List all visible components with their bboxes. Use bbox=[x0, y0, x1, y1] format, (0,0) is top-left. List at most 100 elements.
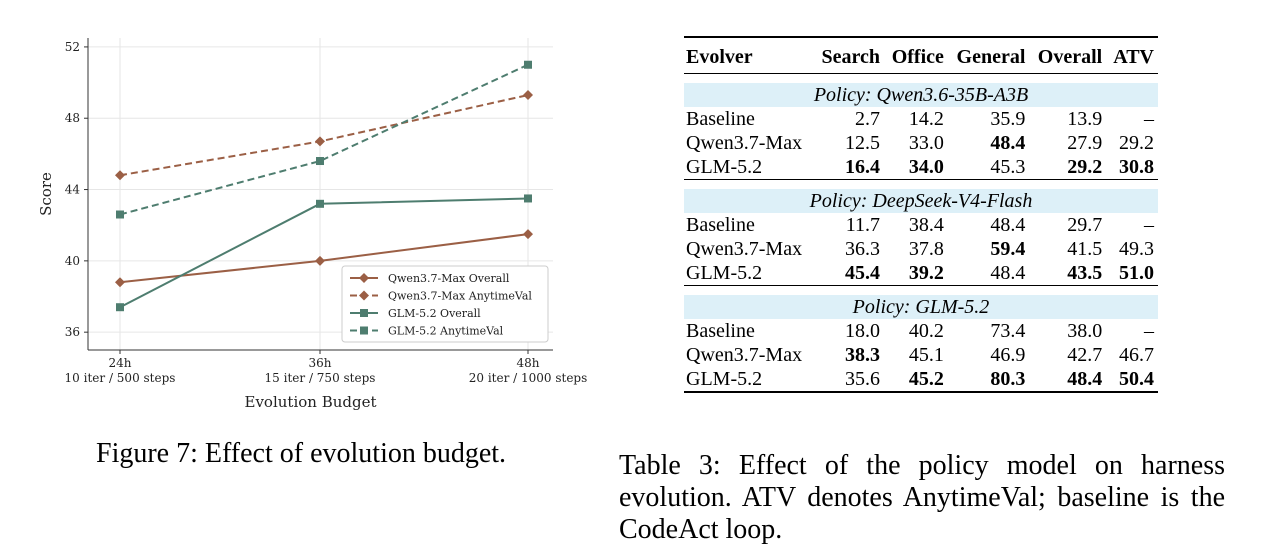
table-gap bbox=[684, 74, 1158, 84]
x-tick-sublabel: 20 iter / 1000 steps bbox=[469, 371, 588, 385]
legend-marker bbox=[360, 309, 368, 317]
table-cell: 43.5 bbox=[1067, 262, 1103, 284]
table-cell: 48.4 bbox=[990, 262, 1026, 284]
policy-group-row: Policy: GLM-5.2 bbox=[684, 295, 1158, 319]
policy-label: Policy: Qwen3.6-35B-A3B bbox=[684, 83, 1158, 107]
y-tick-label: 52 bbox=[65, 40, 80, 54]
table-cell: 45.1 bbox=[908, 344, 944, 366]
data-point bbox=[115, 277, 125, 288]
legend-entry: Qwen3.7-Max Overall bbox=[388, 272, 510, 285]
table-cell: 40.2 bbox=[908, 320, 944, 342]
header-office: Office bbox=[891, 46, 944, 68]
table-cell: 50.4 bbox=[1119, 368, 1154, 390]
x-tick-label: 24h bbox=[109, 356, 132, 370]
table-cell: 42.7 bbox=[1067, 344, 1103, 366]
table-cell: 29.2 bbox=[1119, 132, 1154, 154]
series-line bbox=[119, 63, 529, 216]
table-cell: 13.9 bbox=[1067, 108, 1103, 130]
row-evolver: GLM-5.2 bbox=[686, 262, 763, 284]
row-evolver: GLM-5.2 bbox=[686, 156, 763, 178]
data-point bbox=[316, 157, 324, 166]
table-row: GLM-5.2 16.4 34.0 45.3 29.2 30.8 bbox=[684, 155, 1158, 180]
x-tick-label: 48h bbox=[517, 356, 540, 370]
data-point bbox=[523, 90, 533, 101]
table-cell: 48.4 bbox=[990, 214, 1026, 236]
legend-entry: GLM-5.2 AnytimeVal bbox=[388, 325, 504, 338]
table-row: GLM-5.2 45.4 39.2 48.4 43.5 51.0 bbox=[684, 261, 1158, 286]
policy-group-row: Policy: DeepSeek-V4-Flash bbox=[684, 189, 1158, 213]
table-cell: 51.0 bbox=[1119, 262, 1154, 284]
table-cell: 38.4 bbox=[908, 214, 944, 236]
x-tick-sublabel: 15 iter / 750 steps bbox=[265, 371, 376, 385]
row-evolver: Qwen3.7-Max bbox=[686, 344, 803, 366]
row-evolver: Qwen3.7-Max bbox=[686, 132, 803, 154]
table-cell: 41.5 bbox=[1067, 238, 1103, 260]
row-evolver: Baseline bbox=[686, 108, 755, 130]
table-cell: 18.0 bbox=[845, 320, 881, 342]
table-cell: 38.3 bbox=[845, 344, 881, 366]
table-cell: 48.4 bbox=[1067, 368, 1103, 390]
table-row: Qwen3.7-Max 38.3 45.1 46.9 42.7 46.7 bbox=[684, 343, 1158, 367]
data-point bbox=[524, 194, 532, 203]
legend-marker bbox=[360, 326, 368, 335]
table-cell: 46.7 bbox=[1119, 344, 1154, 366]
header-general: General bbox=[956, 46, 1026, 68]
x-tick-sublabel: 10 iter / 500 steps bbox=[65, 371, 176, 385]
table-cell: 30.8 bbox=[1119, 156, 1154, 178]
data-point bbox=[315, 136, 325, 147]
table-cell: – bbox=[1144, 108, 1154, 130]
y-tick-label: 44 bbox=[65, 183, 81, 197]
data-point bbox=[115, 170, 125, 181]
figure-caption: Figure 7: Effect of evolution budget. bbox=[96, 438, 507, 469]
table-3: Evolver Search Office General Overall AT… bbox=[684, 36, 1158, 393]
row-evolver: GLM-5.2 bbox=[686, 368, 763, 390]
table-cell: 29.2 bbox=[1067, 156, 1103, 178]
row-evolver: Baseline bbox=[686, 320, 755, 342]
table-gap bbox=[684, 286, 1158, 296]
table-cell: 35.6 bbox=[845, 368, 881, 390]
x-axis-label: Evolution Budget bbox=[245, 393, 377, 411]
table-gap bbox=[684, 180, 1158, 190]
table-cell: 46.9 bbox=[990, 344, 1026, 366]
table-cell: – bbox=[1144, 214, 1154, 236]
results-table: Evolver Search Office General Overall AT… bbox=[684, 36, 1158, 393]
table-cell: 48.4 bbox=[990, 132, 1026, 154]
table-row: Baseline 18.0 40.2 73.4 38.0 – bbox=[684, 319, 1158, 343]
legend-box bbox=[341, 265, 549, 343]
y-tick-label: 48 bbox=[65, 111, 80, 125]
table-cell: 11.7 bbox=[845, 214, 881, 236]
table-row: Qwen3.7-Max 36.3 37.8 59.4 41.5 49.3 bbox=[684, 237, 1158, 261]
table-cell: – bbox=[1144, 320, 1154, 342]
data-point bbox=[315, 255, 325, 266]
header-atv: ATV bbox=[1113, 46, 1154, 68]
data-point bbox=[523, 229, 533, 240]
header-evolver: Evolver bbox=[686, 46, 753, 68]
table-cell: 38.0 bbox=[1067, 320, 1103, 342]
table-cell: 16.4 bbox=[845, 156, 881, 178]
table-cell: 14.2 bbox=[908, 108, 944, 130]
table-cell: 12.5 bbox=[845, 132, 881, 154]
row-evolver: Qwen3.7-Max bbox=[686, 238, 803, 260]
table-cell: 29.7 bbox=[1067, 214, 1103, 236]
data-point bbox=[316, 199, 324, 208]
table-row: Qwen3.7-Max 12.5 33.0 48.4 27.9 29.2 bbox=[684, 131, 1158, 155]
table-cell: 35.9 bbox=[990, 108, 1026, 130]
legend-marker bbox=[359, 290, 369, 301]
table-row: GLM-5.2 35.6 45.2 80.3 48.4 50.4 bbox=[684, 367, 1158, 392]
table-cell: 2.7 bbox=[855, 108, 881, 130]
policy-group-row: Policy: Qwen3.6-35B-A3B bbox=[684, 83, 1158, 107]
table-cell: 49.3 bbox=[1119, 238, 1154, 260]
table-cell: 34.0 bbox=[908, 156, 944, 178]
data-point bbox=[116, 303, 124, 312]
y-axis-label: Score bbox=[37, 172, 55, 216]
table-cell: 27.9 bbox=[1067, 132, 1103, 154]
table-row: Baseline 2.7 14.2 35.9 13.9 – bbox=[684, 107, 1158, 131]
table-header-row: Evolver Search Office General Overall AT… bbox=[684, 37, 1158, 74]
figure-7: 36 40 44 48 52 24h 10 iter / 500 steps 36h 15 it… bbox=[0, 0, 610, 537]
legend-entry: Qwen3.7-Max AnytimeVal bbox=[388, 290, 532, 303]
table-cell: 36.3 bbox=[845, 238, 881, 260]
table-cell: 37.8 bbox=[908, 238, 944, 260]
legend-marker bbox=[359, 273, 369, 283]
header-overall: Overall bbox=[1037, 46, 1103, 68]
data-point bbox=[524, 60, 532, 69]
